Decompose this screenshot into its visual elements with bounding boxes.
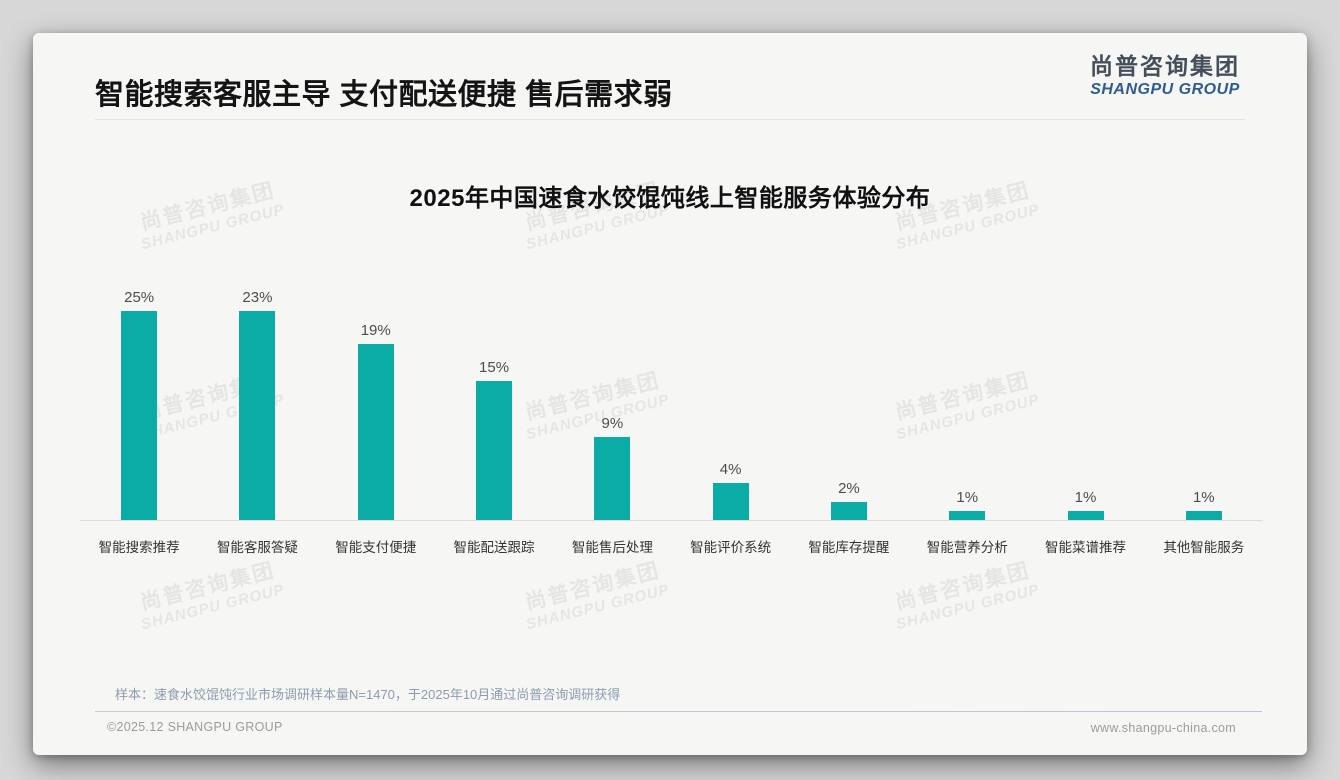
slide-card: 尚普咨询集团 SHANGPU GROUP 尚普咨询集团 SHANGPU GROUP 尚普…	[33, 33, 1307, 755]
bar-value-label: 4%	[719, 461, 742, 478]
bar-value-label: 15%	[479, 359, 510, 377]
x-axis-label: 智能库存提醒	[808, 540, 890, 555]
bar	[949, 510, 986, 520]
bar-slot: 15%	[435, 289, 553, 520]
x-axis-label: 智能售后处理	[571, 540, 653, 555]
bar-slot: 2%	[790, 289, 908, 520]
bar	[357, 344, 394, 520]
bar-value-label: 25%	[124, 289, 155, 306]
watermark-chinese-text: 尚普咨询集团	[893, 558, 1033, 615]
bar	[1067, 510, 1104, 520]
bar	[594, 436, 631, 520]
bar-value-label: 19%	[360, 322, 391, 340]
watermark: 尚普咨询集团 SHANGPU GROUP	[108, 551, 312, 640]
x-axis-label: 智能支付便捷	[335, 540, 417, 555]
watermark: 尚普咨询集团 SHANGPU GROUP	[863, 551, 1067, 640]
bar-slot: 1%	[1145, 289, 1263, 520]
logo-chinese-text: 尚普咨询集团	[1090, 53, 1240, 79]
footer-divider	[95, 711, 1262, 712]
bar	[830, 501, 867, 520]
x-axis-label: 智能营养分析	[926, 540, 1008, 555]
page-title: 智能搜索客服主导 支付配送便捷 售后需求弱	[95, 79, 673, 111]
watermark: 尚普咨询集团 SHANGPU GROUP	[493, 551, 697, 640]
bar-slot: 4%	[671, 289, 789, 520]
bar	[712, 483, 749, 520]
x-axis-label: 智能客服答疑	[216, 540, 298, 555]
watermark-chinese-text: 尚普咨询集团	[523, 558, 663, 615]
company-logo: 尚普咨询集团 SHANGPU GROUP	[1090, 53, 1240, 99]
bar-chart-plot-area: 25% 23% 19% 15% 9% 4% 2% 1% 1% 1%	[80, 289, 1263, 521]
x-axis-label: 智能评价系统	[690, 540, 772, 555]
bar-slot: 25%	[80, 289, 198, 520]
bar	[239, 311, 276, 520]
logo-english-text: SHANGPU GROUP	[1090, 80, 1240, 98]
x-axis-labels: 智能搜索推荐 智能客服答疑 智能支付便捷 智能配送跟踪 智能售后处理 智能评价系统 智能库存…	[80, 536, 1263, 556]
watermark-chinese-text: 尚普咨询集团	[138, 558, 278, 615]
x-axis-label: 其他智能服务	[1163, 540, 1245, 555]
bar-value-label: 1%	[956, 488, 979, 506]
bar-value-label: 1%	[1074, 488, 1097, 506]
bar-slot: 23%	[198, 289, 316, 520]
watermark-english-text: SHANGPU GROUP	[139, 581, 287, 634]
watermark-english-text: SHANGPU GROUP	[524, 581, 672, 634]
x-axis-label: 智能配送跟踪	[453, 540, 535, 555]
sample-note: 样本：速食水饺馄饨行业市场调研样本量N=1470，于2025年10月通过尚普咨询…	[115, 687, 621, 702]
website-url: www.shangpu-china.com	[1090, 721, 1236, 735]
bar	[121, 311, 158, 520]
bar-slot: 19%	[317, 289, 435, 520]
bar-slot: 1%	[1026, 289, 1144, 520]
bar-value-label: 23%	[242, 289, 273, 306]
watermark-english-text: SHANGPU GROUP	[894, 581, 1042, 634]
x-axis-label: 智能菜谱推荐	[1045, 540, 1127, 555]
bar-slot: 9%	[553, 289, 671, 520]
bar	[1185, 510, 1222, 520]
x-axis-label: 智能搜索推荐	[98, 540, 180, 555]
bar-slot: 1%	[908, 289, 1026, 520]
bar-value-label: 9%	[601, 414, 624, 432]
title-divider	[95, 119, 1245, 120]
bar-value-label: 2%	[838, 479, 860, 497]
bar	[476, 381, 513, 520]
copyright-text: ©2025.12 SHANGPU GROUP	[107, 720, 283, 734]
chart-title: 2025年中国速食水饺馄饨线上智能服务体验分布	[409, 185, 931, 212]
bar-value-label: 1%	[1192, 488, 1215, 506]
